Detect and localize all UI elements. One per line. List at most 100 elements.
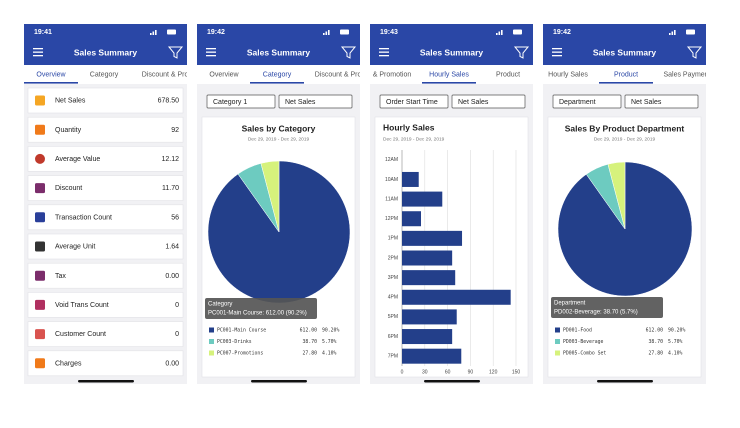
signal-bar	[150, 33, 152, 35]
metric-card	[27, 350, 184, 377]
y-tick-label: 4PM	[388, 295, 398, 301]
legend-value: 38.70	[303, 339, 318, 345]
tab[interactable]: Sales Payment	[663, 71, 710, 78]
bar	[402, 230, 463, 246]
metric-label: Discount	[55, 185, 82, 192]
legend-label: PC003-Drinks	[217, 339, 252, 345]
filter-label: Category 1	[213, 99, 247, 106]
menu-icon[interactable]	[33, 48, 43, 50]
tab-underline	[599, 82, 653, 84]
metric-label: Average Value	[55, 156, 100, 163]
tab[interactable]: & Promotion	[373, 71, 412, 78]
signal-bar	[328, 30, 330, 35]
metric-icon	[35, 358, 45, 369]
metric-value: 56	[171, 214, 179, 221]
menu-icon[interactable]	[552, 55, 562, 57]
signal-bar	[671, 31, 674, 35]
filter-icon[interactable]	[513, 46, 530, 59]
x-tick-label: 150	[512, 369, 521, 375]
header-title: Sales Summary	[593, 47, 657, 57]
metric-icon	[35, 270, 45, 281]
metric-icon	[35, 183, 45, 194]
legend-label: PD003-Beverage	[563, 339, 604, 345]
tab[interactable]: Hourly Sales	[548, 71, 588, 78]
legend-label: PD005-Combo Set	[563, 351, 606, 357]
legend-percent: 5.70%	[322, 339, 337, 345]
tooltip-text: PD002-Beverage: 38.70 (5.7%)	[554, 310, 638, 316]
tooltip	[205, 298, 317, 319]
y-tick-label: 12AM	[385, 157, 398, 163]
tab-active[interactable]: Overview	[36, 71, 66, 78]
metric-value: 0.00	[165, 273, 179, 280]
filter-dropdown[interactable]	[552, 94, 622, 109]
legend-swatch	[555, 327, 560, 333]
metric-label: Transaction Count	[55, 214, 112, 221]
filter-label: Net Sales	[285, 99, 316, 106]
chart-subtitle: Dec 29, 2019 - Dec 29, 2019	[594, 136, 656, 142]
y-tick-label: 2PM	[388, 255, 398, 261]
tab-underline	[24, 82, 78, 84]
metric-value: 1.64	[165, 244, 179, 251]
status-time: 19:41	[34, 29, 52, 36]
y-tick-label: 11AM	[385, 196, 398, 202]
filter-icon[interactable]	[340, 46, 357, 59]
menu-icon[interactable]	[379, 55, 389, 57]
filter-dropdown[interactable]	[379, 94, 449, 109]
menu-icon[interactable]	[379, 48, 389, 50]
filter-label: Net Sales	[631, 99, 662, 106]
tab-active[interactable]: Product	[614, 71, 638, 78]
tab[interactable]: Discount & Pron	[142, 71, 193, 78]
x-tick-label: 30	[422, 369, 428, 375]
menu-icon[interactable]	[206, 55, 216, 57]
metric-value: 92	[171, 127, 179, 134]
y-tick-label: 10AM	[385, 177, 398, 183]
tab[interactable]: Discount & Pron	[315, 71, 366, 78]
filter-icon[interactable]	[167, 46, 184, 59]
metric-label: Quantity	[55, 127, 82, 134]
signal-bar	[501, 30, 503, 35]
legend-label: PC007-Promotions	[217, 351, 263, 357]
tab[interactable]: Overview	[209, 71, 239, 78]
filter-dropdown[interactable]	[206, 94, 276, 109]
tab[interactable]: Product	[496, 71, 520, 78]
y-tick-label: 5PM	[388, 314, 398, 320]
menu-icon[interactable]	[33, 51, 43, 53]
legend-swatch	[209, 339, 214, 344]
signal-bar	[498, 31, 501, 35]
metric-icon	[35, 329, 45, 340]
filter-dropdown[interactable]	[278, 94, 353, 109]
bar	[402, 329, 453, 345]
metric-card	[27, 292, 184, 318]
home-indicator	[78, 380, 134, 383]
metric-card	[27, 87, 184, 114]
filter-dropdown[interactable]	[451, 94, 526, 109]
filter-dropdown[interactable]	[624, 94, 699, 109]
legend-percent: 5.70%	[668, 339, 683, 345]
phone-screen: 19:43 Sales Summary & Promotion Hourly Sale…	[370, 24, 533, 384]
x-tick-label: 0	[401, 369, 404, 375]
menu-icon[interactable]	[206, 48, 216, 50]
metric-value: 11.70	[162, 185, 179, 192]
tooltip-title: Department	[554, 301, 586, 307]
filter-label: Department	[559, 99, 596, 106]
header-title: Sales Summary	[420, 47, 484, 57]
tab-active[interactable]: Hourly Sales	[429, 71, 469, 78]
legend-percent: 90.20%	[668, 328, 685, 334]
tab[interactable]: Category	[90, 71, 119, 78]
tab-underline	[250, 82, 304, 84]
menu-icon[interactable]	[552, 48, 562, 50]
signal-bar	[674, 30, 676, 35]
filter-label: Net Sales	[458, 99, 489, 106]
tab-active[interactable]: Category	[263, 71, 292, 78]
menu-icon[interactable]	[379, 51, 389, 53]
metric-label: Net Sales	[55, 98, 86, 105]
metric-card	[27, 116, 184, 143]
tab-underline	[422, 82, 476, 84]
filter-icon[interactable]	[686, 46, 703, 59]
menu-icon[interactable]	[552, 51, 562, 53]
signal-bar	[325, 31, 328, 35]
menu-icon[interactable]	[206, 51, 216, 53]
menu-icon[interactable]	[33, 55, 43, 57]
tab-bar	[370, 65, 533, 84]
